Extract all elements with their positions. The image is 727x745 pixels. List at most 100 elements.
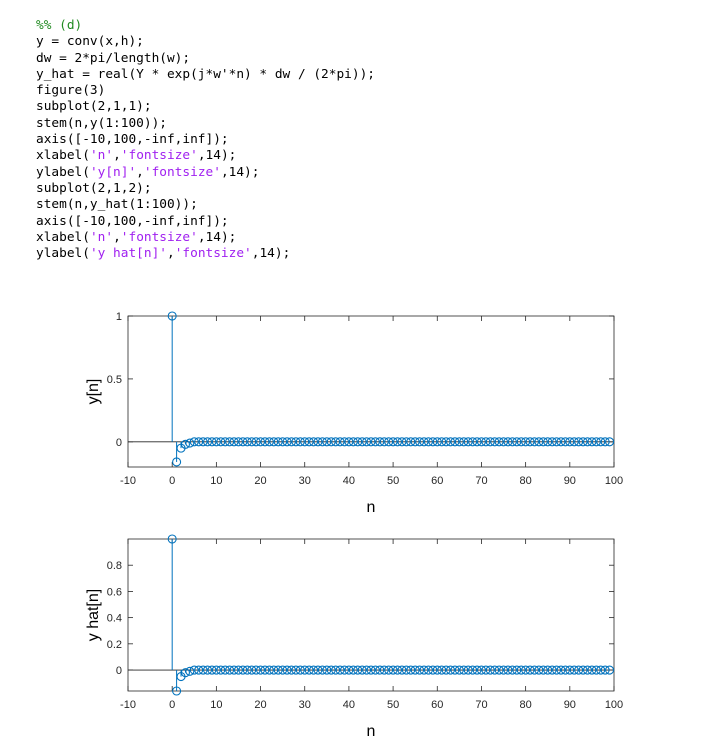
x-tick-label: 30 [299, 699, 311, 711]
stem-marker [547, 665, 557, 675]
code-token: ylabel( [36, 246, 90, 262]
code-token: subplot(2,1,2); [36, 180, 152, 196]
stem-marker [507, 437, 517, 447]
code-token: xlabel( [36, 148, 90, 164]
stem-marker [406, 437, 416, 447]
stem-marker [534, 437, 544, 447]
stem-marker [370, 437, 380, 447]
stem-marker [569, 437, 579, 447]
code-line: subplot(2,1,1); [36, 99, 375, 115]
stem-marker [202, 437, 213, 447]
stem-marker [552, 437, 562, 447]
stem-marker [490, 665, 500, 675]
stem-marker [481, 665, 491, 675]
stem-marker [600, 437, 610, 447]
x-tick-label: 0 [169, 699, 175, 711]
stem-marker [415, 437, 425, 447]
stem-marker [282, 665, 292, 675]
stem-marker [512, 437, 522, 447]
stem-marker [525, 665, 535, 675]
stem-marker [587, 665, 597, 675]
stem-marker [366, 437, 376, 447]
x-tick-label: 70 [475, 475, 487, 487]
stem-marker [529, 437, 540, 447]
stem-marker [468, 437, 478, 447]
stem-marker [344, 437, 354, 447]
stem-marker [189, 665, 199, 675]
x-tick-label: 20 [254, 699, 266, 711]
code-token: subplot(2,1,1); [36, 99, 152, 115]
stem-marker [441, 665, 451, 675]
stem-marker [516, 437, 526, 447]
stem-marker [388, 437, 398, 447]
stem-marker [309, 665, 319, 675]
stem-marker [392, 665, 403, 675]
x-tick-label: 40 [343, 699, 355, 711]
stem-marker [326, 665, 336, 675]
stem-marker [401, 665, 411, 675]
stem-marker [211, 437, 221, 447]
code-token: , [113, 148, 121, 164]
y-tick-label: 0 [116, 437, 122, 449]
code-string: 'y[n]' [89, 164, 137, 180]
code-token: ,14); [197, 229, 237, 245]
stem-marker [472, 437, 482, 447]
stem-marker [331, 437, 341, 447]
code-comment: %% (d) [36, 18, 83, 33]
stem-marker [366, 665, 376, 675]
stem-marker [529, 665, 540, 675]
x-tick-label: 80 [520, 699, 532, 711]
stem-marker [362, 437, 372, 447]
code-line: xlabel('n','fontsize',14); [36, 148, 375, 164]
y-tick-label: 0.4 [107, 613, 122, 625]
stem-marker [207, 437, 217, 447]
stem-marker [202, 665, 213, 675]
stem-marker [459, 437, 469, 447]
stem-marker [578, 665, 588, 675]
code-token: , [136, 164, 144, 180]
stem-marker [238, 665, 248, 675]
stem-marker [278, 437, 288, 447]
stem-marker [194, 665, 204, 675]
code-token: y = conv(x,h); [36, 34, 144, 50]
stem-marker [180, 668, 190, 678]
stem-marker [596, 437, 606, 447]
x-tick-label: 100 [605, 475, 623, 487]
stem-marker [605, 665, 615, 675]
axes-box [127, 538, 615, 692]
stem-marker [419, 437, 429, 447]
stem-marker [216, 437, 226, 447]
stem-marker [273, 665, 283, 675]
x-tick-label: 50 [387, 475, 399, 487]
stem-marker [286, 437, 297, 447]
stem-marker [286, 665, 297, 675]
stem-marker [463, 665, 473, 675]
x-tick-label: 40 [343, 475, 355, 487]
stem-marker [454, 665, 464, 675]
y-tick-label: 1 [116, 311, 122, 323]
stem-marker [278, 665, 288, 675]
stem-marker [565, 437, 575, 447]
stem-marker [242, 665, 252, 675]
stem-marker [437, 665, 447, 675]
stem-marker [207, 665, 217, 675]
x-tick-label: 80 [520, 475, 532, 487]
y-tick-label: 0.6 [107, 586, 122, 598]
code-string: 'fontsize' [120, 148, 198, 164]
stem-marker [432, 665, 442, 675]
stem-marker [481, 437, 491, 447]
code-token: axis([-10,100,-inf,inf]); [36, 213, 229, 229]
stem-marker [419, 665, 429, 675]
code-token: ,14); [251, 246, 291, 262]
code-token: , [113, 229, 121, 245]
stem-marker [591, 437, 601, 447]
stem-marker [450, 437, 460, 447]
stem-marker [485, 665, 495, 675]
stem-marker [565, 665, 575, 675]
stem-marker [304, 665, 314, 675]
code-line: stem(n,y_hat(1:100)); [36, 197, 375, 213]
stem-marker [516, 665, 526, 675]
x-tick-label: 10 [210, 475, 222, 487]
stem-marker [255, 665, 266, 675]
code-line: y = conv(x,h); [36, 34, 375, 50]
